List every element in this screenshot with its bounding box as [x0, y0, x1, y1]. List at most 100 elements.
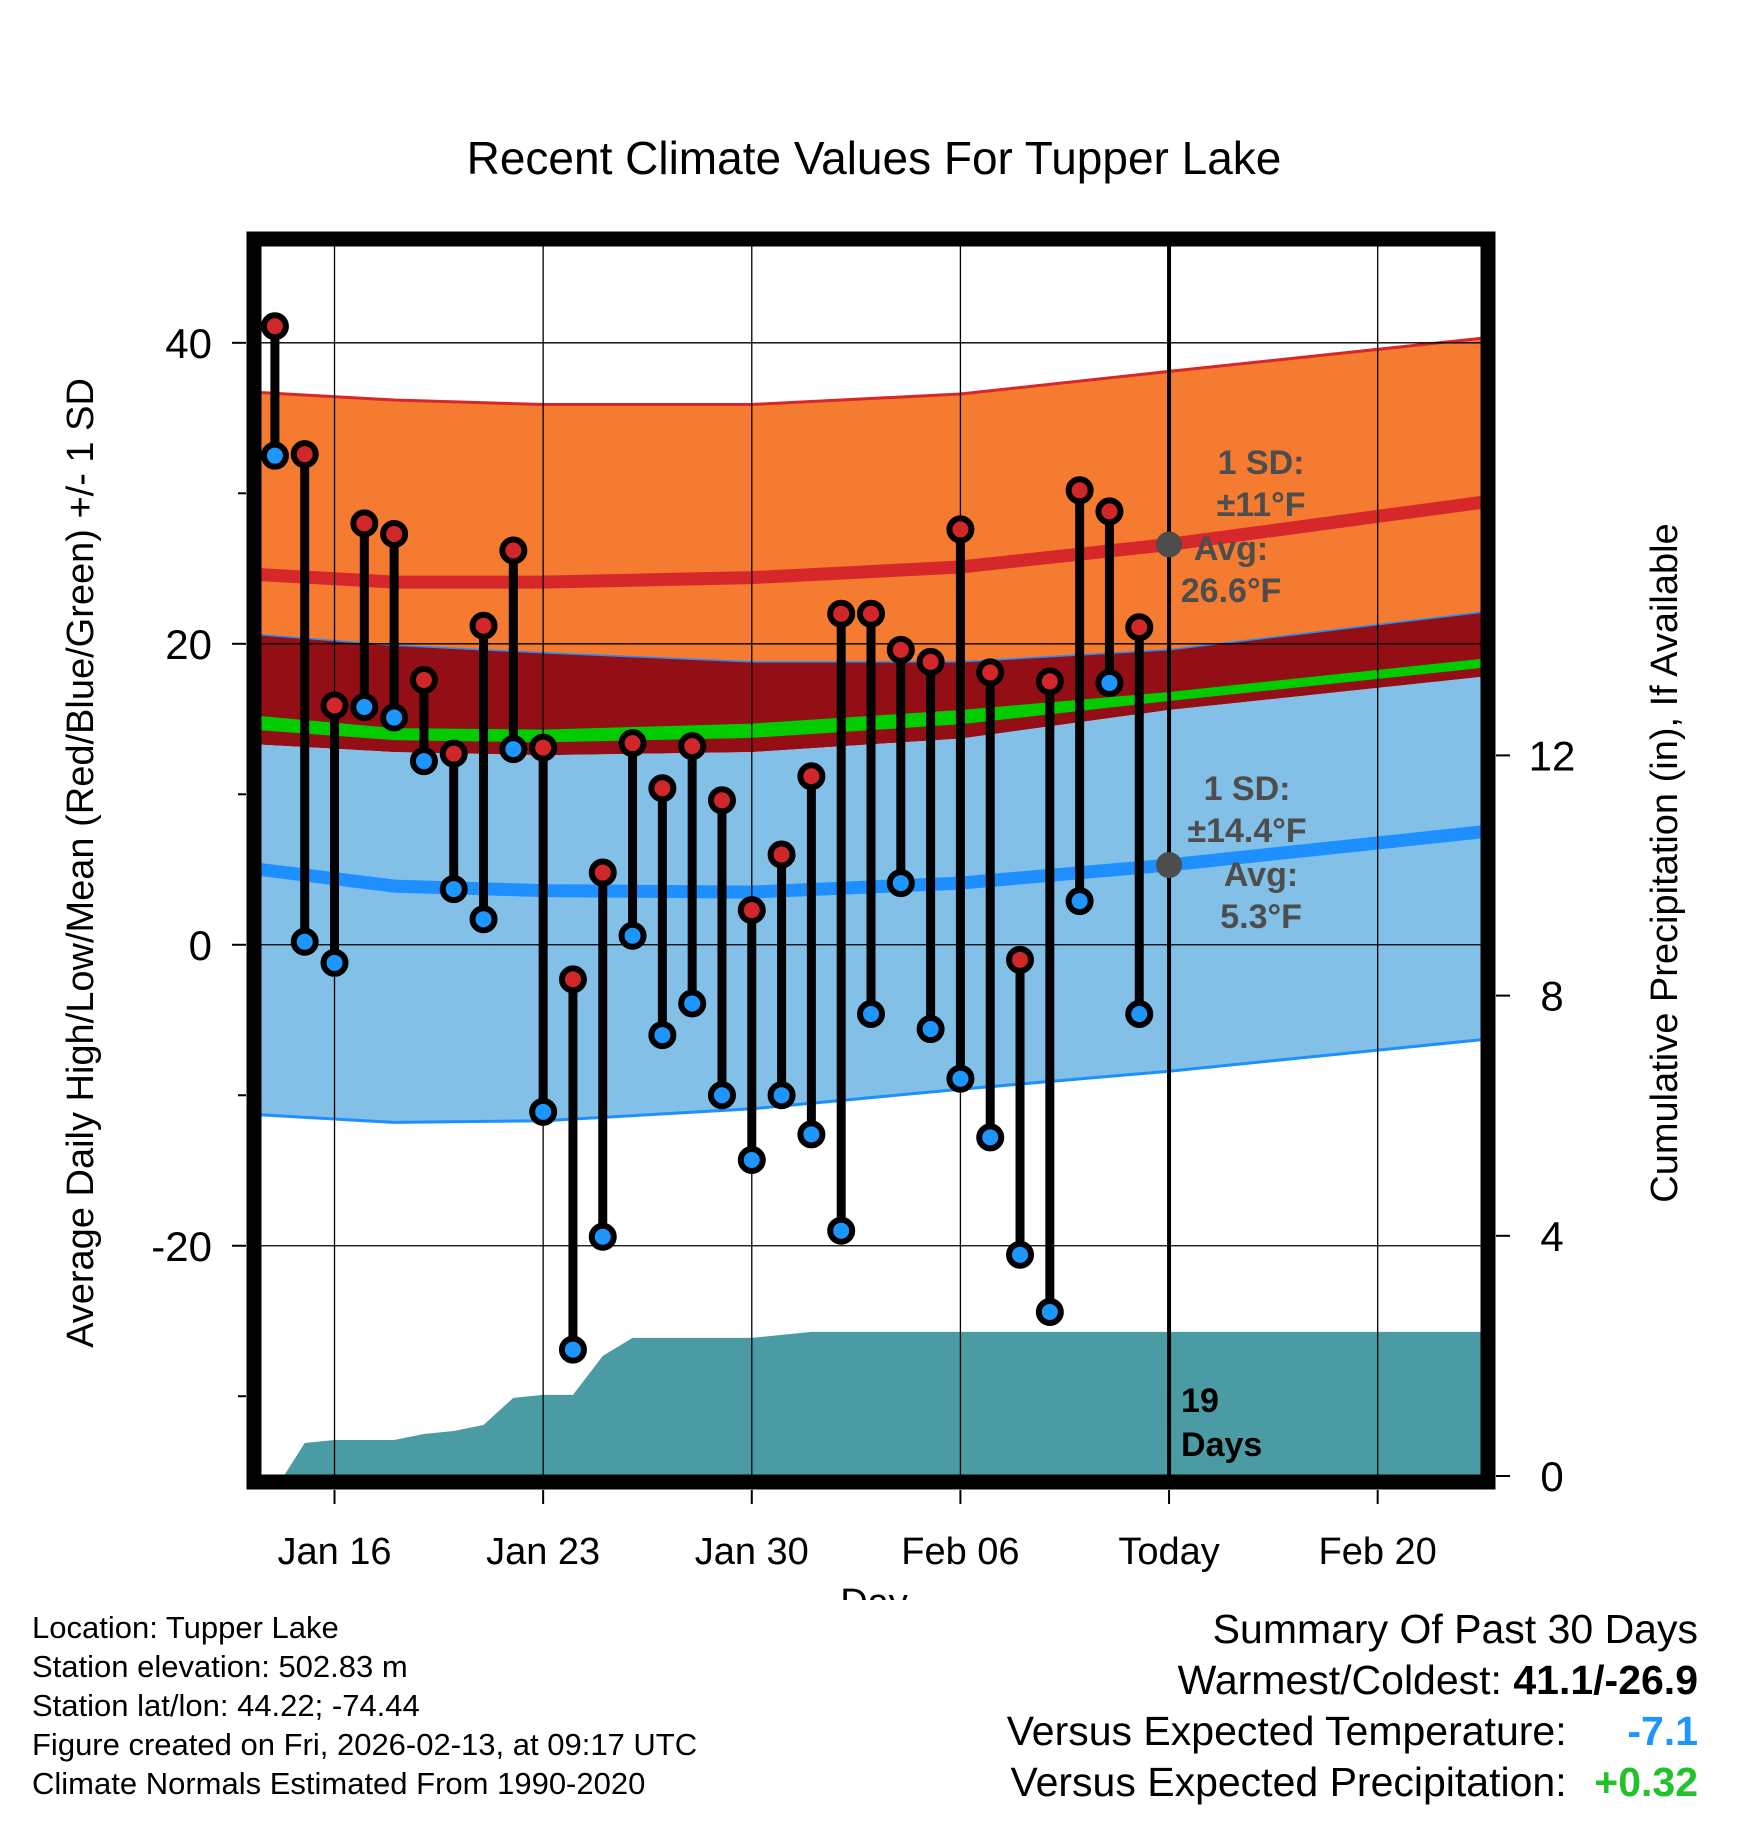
- high-temp-point: [976, 658, 1005, 687]
- y-tick-label: 0: [189, 922, 212, 969]
- high-temp-point: [737, 896, 766, 925]
- high-temp-point: [588, 858, 617, 887]
- low-temp-point: [409, 747, 438, 776]
- days-count: 19: [1181, 1382, 1219, 1420]
- low-average-marker: [1156, 852, 1183, 879]
- low-temp-point: [946, 1064, 975, 1093]
- low-temp-point: [916, 1015, 945, 1044]
- low-temp-point: [886, 869, 915, 898]
- high-temp-point: [1006, 945, 1035, 974]
- plot-area: 1 SD: ±11°F Avg: 26.6°F 1 SD: ±14.4°F Avg: 5.3°…: [260, 245, 1482, 1476]
- low-sd-label: 1 SD:: [1204, 770, 1291, 808]
- summary-warmest-row: Warmest/Coldest: 41.1/-26.9: [1007, 1655, 1698, 1706]
- plot-frame: [246, 231, 1496, 1490]
- low-temp-point: [260, 441, 289, 470]
- low-temp-point: [1065, 887, 1094, 916]
- high-temp-point: [1125, 613, 1154, 642]
- low-temp-point: [380, 703, 409, 732]
- high-sd-value: ±11°F: [1217, 486, 1306, 524]
- x-tick-label: Today: [1118, 1531, 1219, 1573]
- x-tick-label: Feb 20: [1319, 1531, 1437, 1573]
- summary-temp-row: Versus Expected Temperature: -7.1: [1007, 1706, 1698, 1757]
- precip-value: +0.32: [1594, 1759, 1698, 1805]
- axes-layer: 40 20 0 -20 0 4 8 12 Jan 16 Jan 23 Jan 30 Feb 06 Tod…: [151, 231, 1575, 1573]
- high-temp-point: [648, 774, 677, 803]
- y-tick-label: -20: [151, 1223, 212, 1270]
- precipitation-area: [260, 1331, 1482, 1476]
- high-temp-point: [529, 733, 558, 762]
- low-temp-point: [290, 927, 319, 956]
- high-temp-point: [260, 312, 289, 341]
- low-temp-point: [1035, 1297, 1064, 1326]
- high-avg-value: 26.6°F: [1181, 572, 1282, 610]
- days-label: Days: [1181, 1426, 1262, 1464]
- low-temp-point: [767, 1081, 796, 1110]
- high-temp-point: [707, 786, 736, 815]
- high-average-marker: [1156, 531, 1183, 558]
- latlon-text: Station lat/lon: 44.22; -74.44: [32, 1688, 420, 1723]
- high-temp-point: [469, 611, 498, 640]
- low-avg-value: 5.3°F: [1220, 898, 1302, 936]
- high-temp-point: [409, 665, 438, 694]
- high-temp-point: [857, 599, 885, 628]
- x-tick-label: Jan 16: [277, 1531, 391, 1573]
- high-avg-label: Avg:: [1194, 530, 1268, 568]
- high-temp-point: [946, 515, 975, 544]
- y-axis-label: Average Daily High/Low/Mean (Red/Blue/Gr…: [60, 378, 102, 1348]
- high-sd-label: 1 SD:: [1218, 444, 1305, 482]
- low-temp-point: [529, 1097, 558, 1126]
- high-temp-point: [827, 599, 856, 628]
- low-temp-point: [350, 693, 379, 722]
- y-tick-label: 20: [165, 621, 212, 668]
- y2-tick-label: 0: [1540, 1453, 1563, 1500]
- high-temp-point: [558, 965, 587, 994]
- low-temp-point: [588, 1222, 617, 1251]
- station-info: Location: Tupper Lake Station elevation:…: [32, 1608, 697, 1803]
- low-sd-value: ±14.4°F: [1187, 812, 1306, 850]
- high-temp-point: [1095, 497, 1124, 526]
- high-temp-point: [1065, 476, 1094, 505]
- low-temp-point: [797, 1120, 826, 1149]
- low-temp-point: [618, 921, 647, 950]
- x-tick-label: Jan 23: [486, 1531, 600, 1573]
- x-axis-label: Day: [840, 1582, 908, 1600]
- created-text: Figure created on Fri, 2026-02-13, at 09…: [32, 1727, 698, 1762]
- low-temp-point: [320, 948, 349, 977]
- low-temp-point: [827, 1216, 856, 1245]
- low-temp-point: [1095, 668, 1124, 697]
- y2-tick-label: 8: [1540, 973, 1563, 1020]
- high-temp-point: [350, 509, 379, 538]
- low-temp-point: [707, 1081, 736, 1110]
- warmest-label: Warmest/Coldest:: [1177, 1657, 1502, 1703]
- high-temp-point: [916, 647, 945, 676]
- summary-panel: Summary Of Past 30 Days Warmest/Coldest:…: [1007, 1604, 1698, 1808]
- high-temp-point: [380, 519, 409, 548]
- temp-label: Versus Expected Temperature:: [1006, 1708, 1567, 1754]
- low-temp-point: [558, 1335, 587, 1364]
- x-tick-label: Jan 30: [695, 1531, 809, 1573]
- chart-title: Recent Climate Values For Tupper Lake: [467, 132, 1282, 184]
- low-temp-point: [439, 875, 468, 904]
- x-tick-label: Feb 06: [901, 1531, 1019, 1573]
- y2-tick-label: 4: [1540, 1213, 1563, 1260]
- high-temp-point: [290, 440, 319, 469]
- summary-title: Summary Of Past 30 Days: [1212, 1606, 1698, 1652]
- elevation-text: Station elevation: 502.83 m: [32, 1649, 408, 1684]
- high-temp-point: [678, 732, 707, 761]
- low-temp-point: [1006, 1240, 1035, 1269]
- low-avg-label: Avg:: [1224, 856, 1298, 894]
- high-temp-point: [439, 739, 468, 768]
- high-temp-point: [886, 635, 915, 664]
- high-temp-point: [767, 840, 796, 869]
- high-temp-point: [618, 729, 647, 758]
- low-temp-point: [469, 905, 498, 934]
- summary-precip-row: Versus Expected Precipitation: +0.32: [1007, 1757, 1699, 1808]
- precip-label: Versus Expected Precipitation:: [1010, 1759, 1567, 1805]
- low-temp-point: [648, 1021, 677, 1050]
- low-temp-point: [1125, 999, 1154, 1028]
- y-tick-label: 40: [165, 320, 212, 367]
- low-temp-point: [737, 1145, 766, 1174]
- low-temp-point: [678, 989, 707, 1018]
- climate-chart: Recent Climate Values For Tupper Lake 1 …: [60, 132, 1686, 1600]
- normals-text: Climate Normals Estimated From 1990-2020: [32, 1766, 646, 1801]
